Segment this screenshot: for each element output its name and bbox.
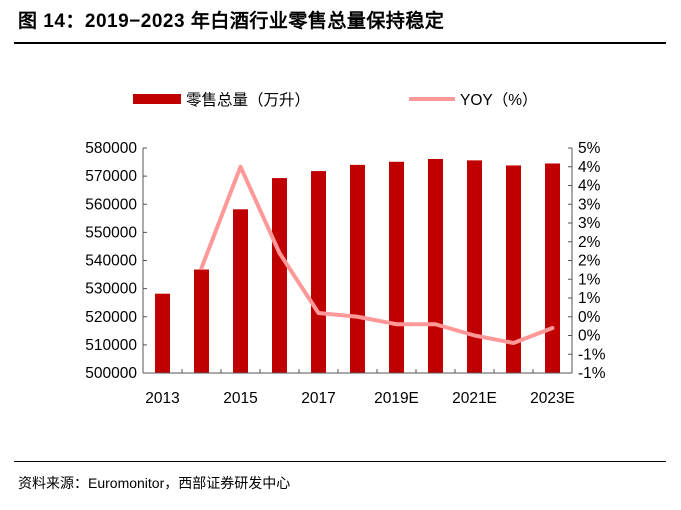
bar-6 (389, 161, 404, 373)
title-rule (14, 42, 666, 44)
right-tick-label-9: 0% (578, 309, 601, 326)
right-tick-label-3: 3% (578, 196, 601, 213)
bar-10 (545, 163, 560, 373)
source-note: 资料来源：Euromonitor，西部证券研发中心 (18, 475, 291, 491)
right-tick-label-0: 5% (578, 140, 601, 157)
left-tick-label-6: 520000 (85, 309, 137, 326)
x-tick-label-6: 2019E (374, 390, 419, 407)
left-tick-label-8: 500000 (85, 365, 137, 382)
right-tick-label-6: 2% (578, 253, 601, 270)
yoy-line (199, 164, 555, 345)
x-tick-label-8: 2021E (452, 390, 497, 407)
source-rule (14, 461, 666, 462)
left-tick-label-7: 510000 (85, 337, 137, 354)
left-tick-label-3: 550000 (85, 224, 137, 241)
right-tick-label-7: 1% (578, 271, 601, 288)
x-tick-label-10: 2023E (530, 390, 575, 407)
left-tick-label-4: 540000 (85, 253, 137, 270)
right-tick-label-2: 4% (578, 178, 601, 195)
right-tick-label-11: -1% (578, 346, 606, 363)
right-tick-label-1: 4% (578, 159, 601, 176)
bar-4 (311, 171, 326, 373)
left-tick-label-2: 560000 (85, 196, 137, 213)
bar-0 (155, 293, 170, 373)
x-tick-label-4: 2017 (301, 390, 335, 407)
bar-3 (272, 178, 287, 373)
bar-7 (428, 158, 443, 373)
right-tick-label-8: 1% (578, 290, 601, 307)
left-tick-label-0: 580000 (85, 140, 137, 157)
figure-title: 图 14：2019−2023 年白酒行业零售总量保持稳定 (18, 11, 445, 32)
left-tick-label-1: 570000 (85, 168, 137, 185)
right-tick-label-4: 3% (578, 215, 601, 232)
bar-2 (233, 209, 248, 373)
bar-5 (350, 164, 365, 373)
legend-bar-swatch (133, 94, 181, 104)
left-tick-label-5: 530000 (85, 281, 137, 298)
right-tick-label-10: 0% (578, 328, 601, 345)
right-tick-label-12: -1% (578, 365, 606, 382)
x-tick-label-2: 2015 (223, 390, 257, 407)
bar-9 (506, 165, 521, 373)
legend-line-label: YOY（%） (460, 92, 538, 109)
right-tick-label-5: 2% (578, 234, 601, 251)
bar-8 (467, 160, 482, 373)
bar-1 (194, 269, 209, 373)
legend-bar-label: 零售总量（万升） (186, 91, 310, 109)
x-tick-label-0: 2013 (145, 390, 179, 407)
